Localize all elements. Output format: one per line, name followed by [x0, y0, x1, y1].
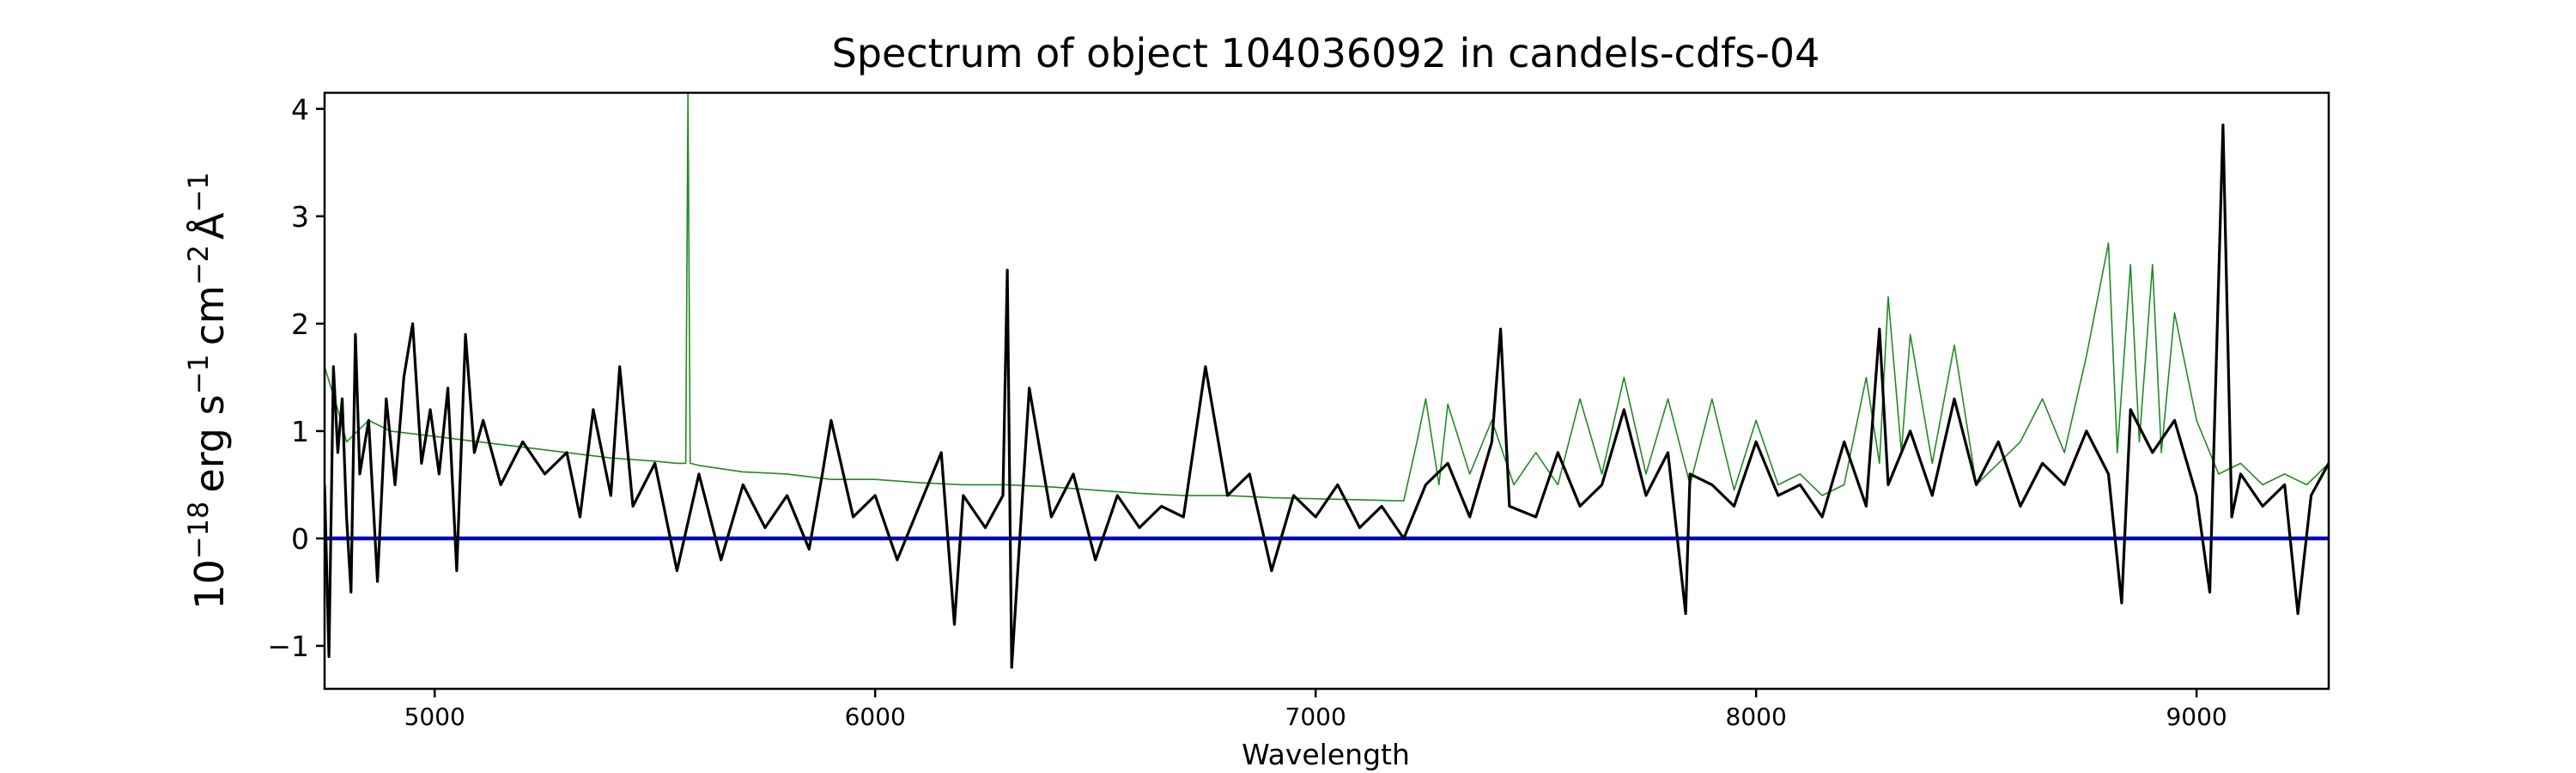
y-label-base: 10	[186, 559, 233, 610]
y-tick-label: 0	[291, 522, 309, 556]
x-tick-label: 6000	[845, 703, 906, 731]
y-label-unit: erg s	[186, 394, 233, 492]
y-label-angstrom-exp: −1	[182, 172, 215, 212]
x-tick-label: 5000	[404, 703, 465, 731]
x-axis-label: Wavelength	[1242, 738, 1410, 771]
flux-series-line	[325, 123, 2329, 669]
y-axis-label: 10−18erg s−1cm−2Å−1	[182, 172, 233, 609]
y-label-exp: −18	[182, 502, 215, 560]
error-series-line	[325, 93, 2329, 502]
y-tick-label: 1	[291, 415, 309, 448]
plot-frame	[323, 91, 2330, 691]
y-tick-label: −1	[267, 630, 309, 663]
y-tick-label: 4	[291, 93, 309, 126]
y-label-cm-exp: −2	[182, 245, 215, 285]
x-tick-label: 8000	[1726, 703, 1787, 731]
y-axis-ticks: −1 0 1 2 3 4	[267, 93, 325, 663]
plot-area	[325, 93, 2329, 669]
x-tick-label: 7000	[1285, 703, 1346, 731]
chart-title: Spectrum of object 104036092 in candels-…	[832, 30, 1820, 76]
y-label-cm: cm	[186, 285, 233, 345]
y-tick-label: 3	[291, 200, 309, 234]
y-label-angstrom: Å	[186, 212, 233, 240]
y-tick-label: 2	[291, 307, 309, 341]
x-tick-label: 9000	[2166, 703, 2227, 731]
x-axis-ticks: 5000 6000 7000 8000 9000	[404, 689, 2227, 731]
y-label-s-exp: −1	[182, 354, 215, 394]
